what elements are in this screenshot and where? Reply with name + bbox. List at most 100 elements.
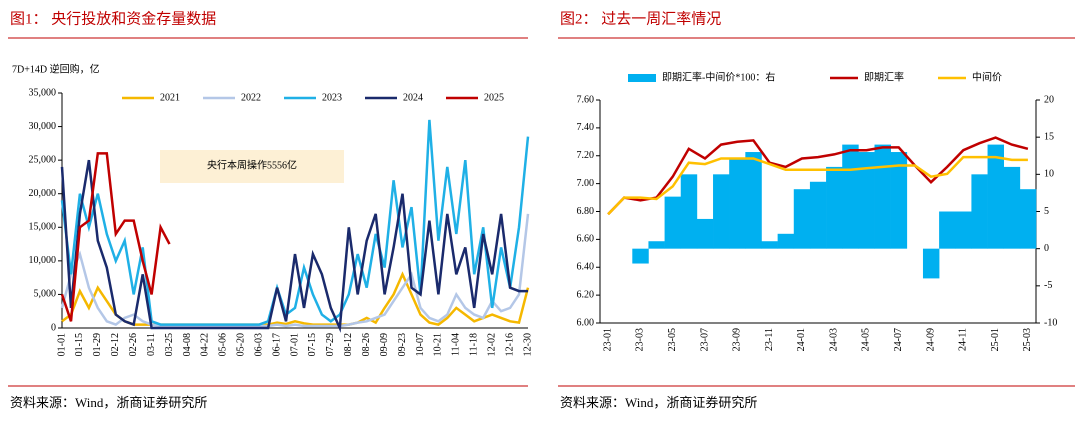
y-tick-label: 10,000 bbox=[29, 255, 57, 266]
y-tick-label: 25,000 bbox=[29, 154, 57, 165]
bar bbox=[971, 174, 988, 249]
y-tick-label: 20,000 bbox=[29, 188, 57, 199]
x-tick-label: 12-30 bbox=[522, 333, 533, 356]
y-tick-label: 6.40 bbox=[577, 262, 595, 273]
x-tick-label: 07-29 bbox=[325, 333, 336, 356]
x-tick-label: 04-08 bbox=[182, 333, 193, 356]
x-tick-label: 03-25 bbox=[164, 333, 175, 356]
line bbox=[60, 159, 528, 333]
bar bbox=[809, 181, 827, 249]
source: 资料来源：Wind，浙商证券研究所 bbox=[560, 395, 757, 410]
y-tick-label: 6.80 bbox=[577, 206, 595, 217]
y-tick-label: 6.60 bbox=[577, 234, 595, 245]
bar bbox=[890, 152, 908, 249]
bar bbox=[826, 166, 843, 249]
y-tick-label: 10 bbox=[1044, 169, 1054, 180]
x-tick-label: 01-15 bbox=[74, 333, 85, 356]
annotation-box bbox=[160, 150, 344, 183]
bar bbox=[1003, 166, 1021, 249]
bar bbox=[777, 233, 795, 249]
x-tick-label: 03-11 bbox=[146, 333, 157, 356]
x-tick-label: 23-03 bbox=[635, 328, 646, 351]
legend-label: 2022 bbox=[241, 92, 261, 103]
x-tick-label: 05-20 bbox=[236, 333, 247, 356]
bar bbox=[632, 248, 649, 264]
legend-label: 2021 bbox=[160, 92, 180, 103]
y-tick-label: -10 bbox=[1044, 317, 1057, 328]
bar bbox=[939, 211, 956, 249]
x-tick-label: 12-16 bbox=[504, 333, 515, 356]
y-axis-label: 7D+14D 逆回购，亿 bbox=[12, 62, 100, 75]
bar bbox=[922, 248, 940, 279]
x-tick-label: 02-26 bbox=[128, 333, 139, 356]
legend-label: 即期汇率-中间价*100：右 bbox=[662, 70, 775, 83]
x-tick-label: 01-29 bbox=[92, 333, 103, 356]
legend-label: 即期汇率 bbox=[864, 70, 904, 83]
annotation: 央行本周操作5556亿 bbox=[207, 158, 297, 171]
y-tick-label: 7.60 bbox=[577, 94, 595, 105]
x-tick-label: 09-23 bbox=[397, 333, 408, 356]
legend-swatch bbox=[628, 74, 656, 82]
bar bbox=[729, 159, 746, 249]
y-tick-label: 35,000 bbox=[29, 87, 57, 98]
y-tick-label: 7.20 bbox=[577, 150, 595, 161]
y-tick-label: 6.20 bbox=[577, 289, 595, 300]
figure-title: 图1： 央行投放和资金存量数据 bbox=[10, 10, 216, 27]
x-tick-label: 24-11 bbox=[958, 328, 969, 351]
y-tick-label: -5 bbox=[1044, 280, 1052, 291]
x-tick-label: 25-03 bbox=[1022, 328, 1033, 351]
x-tick-label: 04-22 bbox=[200, 333, 211, 356]
y-tick-label: 20 bbox=[1044, 94, 1054, 105]
x-tick-label: 23-11 bbox=[764, 328, 775, 351]
x-tick-label: 23-07 bbox=[699, 328, 710, 351]
y-tick-label: 15 bbox=[1044, 131, 1054, 142]
x-tick-label: 07-15 bbox=[307, 333, 318, 356]
bar bbox=[955, 211, 972, 249]
y-tick-label: 7.40 bbox=[577, 122, 595, 133]
line bbox=[607, 136, 1029, 216]
x-tick-label: 24-07 bbox=[893, 328, 904, 351]
x-tick-label: 06-17 bbox=[271, 333, 282, 356]
line bbox=[60, 119, 530, 326]
bar bbox=[874, 144, 891, 249]
y-tick-label: 30,000 bbox=[29, 121, 57, 132]
legend-label: 2025 bbox=[484, 92, 504, 103]
bar bbox=[1019, 189, 1037, 249]
x-tick-label: 10-07 bbox=[415, 333, 426, 356]
x-tick-label: 24-01 bbox=[796, 328, 807, 351]
x-tick-label: 11-18 bbox=[469, 333, 480, 356]
x-tick-label: 24-03 bbox=[828, 328, 839, 351]
y-tick-label: 0 bbox=[51, 322, 56, 333]
y-tick-label: 0 bbox=[1044, 243, 1049, 254]
figure-title: 图2： 过去一周汇率情况 bbox=[560, 10, 721, 27]
bar bbox=[842, 144, 859, 249]
bar bbox=[858, 152, 875, 249]
y-tick-label: 6.00 bbox=[577, 317, 595, 328]
bar bbox=[745, 152, 762, 249]
bar bbox=[664, 196, 682, 249]
x-tick-label: 09-09 bbox=[379, 333, 390, 356]
x-tick-label: 08-12 bbox=[343, 333, 354, 356]
y-tick-label: 5 bbox=[1044, 206, 1049, 217]
bar bbox=[648, 241, 665, 249]
bar bbox=[761, 241, 778, 249]
x-tick-label: 08-26 bbox=[361, 333, 372, 356]
x-tick-label: 02-12 bbox=[110, 333, 121, 356]
x-tick-label: 23-05 bbox=[667, 328, 678, 351]
legend-label: 中间价 bbox=[972, 70, 1002, 83]
bar bbox=[713, 174, 730, 249]
legend-label: 2023 bbox=[322, 92, 342, 103]
bar bbox=[987, 144, 1005, 249]
legend-label: 2024 bbox=[403, 92, 423, 103]
x-tick-label: 25-01 bbox=[990, 328, 1001, 351]
line bbox=[60, 213, 530, 328]
line bbox=[61, 271, 530, 326]
x-tick-label: 05-06 bbox=[218, 333, 229, 356]
x-tick-label: 23-09 bbox=[732, 328, 743, 351]
source: 资料来源：Wind，浙商证券研究所 bbox=[10, 395, 207, 410]
bar bbox=[696, 218, 714, 249]
bar bbox=[680, 174, 698, 249]
x-tick-label: 12-02 bbox=[486, 333, 497, 356]
x-tick-label: 24-09 bbox=[925, 328, 936, 351]
x-tick-label: 24-05 bbox=[861, 328, 872, 351]
